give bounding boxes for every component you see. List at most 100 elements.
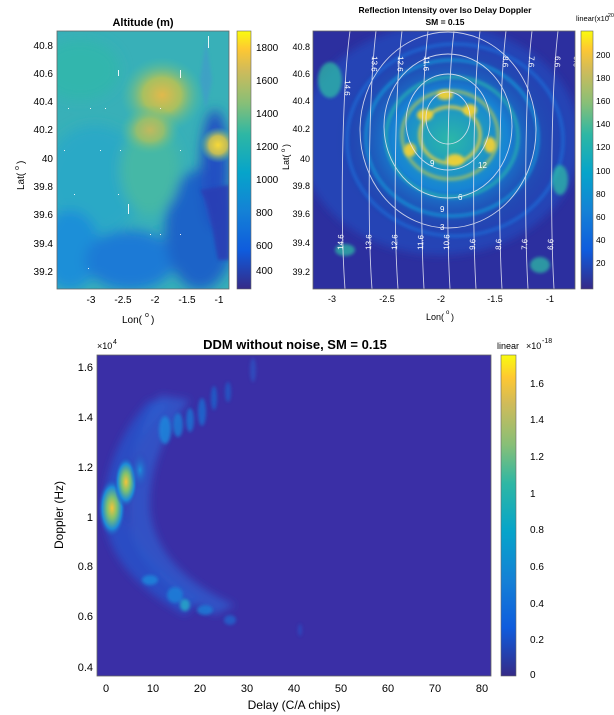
- ddm-xtick: 0: [103, 683, 109, 695]
- reflection-ylabel-close: ): [281, 144, 291, 147]
- reflection-xlabel-text: Lon(: [426, 312, 444, 322]
- altitude-cbar-tick: 1600: [256, 76, 279, 87]
- reflection-cbar-label-exp: -20: [606, 13, 614, 19]
- contour-label: 9.6: [468, 238, 477, 250]
- ddm-colorbar: [500, 354, 517, 677]
- altitude-xlabel-close: ): [151, 315, 154, 326]
- altitude-ytick: 40.4: [34, 97, 54, 108]
- contour-label: 10.6: [442, 234, 452, 250]
- ddm-cbar-label-text: linear: [497, 341, 519, 351]
- ddm-cbar-label-exp-base: ×10: [526, 341, 541, 351]
- reflection-ytick: 40.6: [292, 69, 310, 79]
- ddm-xtick: 30: [241, 683, 253, 695]
- ddm-xtick: 70: [429, 683, 441, 695]
- ddm-colorbar-ticks: 1.6 1.4 1.2 1 0.8 0.6 0.4 0.2 0: [530, 379, 544, 681]
- reflection-xlabel-close: ): [451, 312, 454, 322]
- reflection-cbar-tick: 60: [596, 212, 606, 222]
- altitude-ytick: 39.2: [34, 267, 54, 278]
- contour-label: 8.6: [501, 56, 510, 68]
- contour-label: 5.6: [572, 56, 581, 68]
- altitude-xlabel: Lon( o ): [122, 312, 154, 326]
- reflection-cbar-tick: 200: [596, 50, 610, 60]
- ddm-xtick: 40: [288, 683, 300, 695]
- contour-label: 6: [458, 193, 463, 202]
- ddm-panel: DDM without noise, SM = 0.15 ×10 4: [52, 337, 552, 712]
- altitude-colorbar: [236, 30, 252, 290]
- contour-label: 14.6: [342, 80, 352, 96]
- ddm-cbar-tick: 0.6: [530, 562, 544, 573]
- ddm-ytick: 1: [87, 512, 93, 524]
- altitude-heatmap: [57, 31, 229, 289]
- ddm-ytick: 1.6: [78, 362, 93, 374]
- contour-label: 7.6: [520, 238, 529, 250]
- reflection-xtick: -1.5: [487, 294, 503, 304]
- reflection-contour-labels: 14.6 13.6 12.6 11.6 10.6 9.6 8.6 7.6 6.6…: [336, 56, 581, 250]
- ddm-ytick: 0.8: [78, 561, 93, 573]
- ddm-cbar-tick: 1: [530, 489, 536, 500]
- contour-label: 3: [440, 223, 445, 232]
- contour-label: 8.6: [494, 238, 503, 250]
- reflection-cbar-tick: 80: [596, 189, 606, 199]
- altitude-ytick: 39.8: [34, 182, 54, 193]
- reflection-ytick: 40.8: [292, 42, 310, 52]
- altitude-xtick: -2.5: [114, 295, 132, 306]
- altitude-ytick: 39.4: [34, 239, 54, 250]
- altitude-ytick: 40.8: [34, 41, 54, 52]
- ddm-y-exponent-base: ×10: [97, 341, 112, 351]
- reflection-cbar-tick: 120: [596, 142, 610, 152]
- ddm-cbar-tick: 1.2: [530, 452, 544, 463]
- reflection-xlabel-degree: o: [446, 310, 450, 316]
- reflection-cbar-tick: 40: [596, 235, 606, 245]
- altitude-ytick: 39.6: [34, 210, 54, 221]
- contour-label: 11.6: [416, 234, 426, 250]
- ddm-cbar-tick: 0: [530, 670, 536, 681]
- ddm-xtick: 10: [147, 683, 159, 695]
- contour-label: 12.6: [390, 234, 400, 250]
- reflection-cbar-tick: 100: [596, 166, 610, 176]
- reflection-ylabel-degree: o: [281, 148, 287, 152]
- reflection-cbar-tick: 140: [596, 119, 610, 129]
- altitude-xlabel-text: Lon(: [122, 315, 143, 326]
- ddm-xtick: 60: [382, 683, 394, 695]
- contour-label: 7.6: [527, 56, 536, 68]
- ddm-ytick: 1.4: [78, 412, 93, 424]
- reflection-colorbar-ticks: 200 180 160 140 120 100 80 60 40 20: [596, 50, 610, 268]
- altitude-xtick: -1: [215, 295, 224, 306]
- reflection-heatmap: 14.6 13.6 12.6 11.6 10.6 9.6 8.6 7.6 6.6…: [313, 31, 581, 289]
- contour-label: 11.6: [421, 56, 431, 72]
- altitude-ytick: 40: [42, 154, 54, 165]
- altitude-xtick: -2: [151, 295, 160, 306]
- reflection-xtick: -2: [437, 294, 445, 304]
- ddm-xtick: 80: [476, 683, 488, 695]
- ddm-cbar-tick: 1.6: [530, 379, 544, 390]
- contour-label: 9: [440, 205, 445, 214]
- ddm-y-ticks: 1.6 1.4 1.2 1 0.8 0.6 0.4: [78, 362, 93, 674]
- ddm-xtick: 20: [194, 683, 206, 695]
- reflection-ytick: 40.4: [292, 96, 310, 106]
- altitude-ylabel: Lat( o ): [14, 161, 27, 190]
- ddm-cbar-tick: 0.4: [530, 599, 544, 610]
- ddm-x-ticks: 0 10 20 30 40 50 60 70 80: [103, 683, 488, 695]
- ddm-cbar-tick: 0.8: [530, 525, 544, 536]
- reflection-cbar-tick: 20: [596, 258, 606, 268]
- ddm-axes-box: [96, 354, 492, 677]
- ddm-xlabel: Delay (C/A chips): [248, 698, 341, 712]
- altitude-ytick: 40.6: [34, 69, 54, 80]
- altitude-colorbar-ticks: 1800 1600 1400 1200 1000 800 600 400: [256, 43, 279, 277]
- altitude-ylabel-close: ): [16, 161, 27, 164]
- reflection-ylabel: Lat( o ): [281, 144, 291, 170]
- reflection-contours: [341, 31, 559, 289]
- altitude-cbar-tick: 800: [256, 208, 273, 219]
- ddm-y-exponent: ×10 4: [97, 339, 117, 351]
- reflection-panel: Reflection Intensity over Iso Delay Dopp…: [281, 5, 614, 322]
- ddm-y-exponent-power: 4: [113, 339, 117, 346]
- ddm-ytick: 0.4: [78, 662, 93, 674]
- altitude-title: Altitude (m): [112, 17, 173, 29]
- altitude-ylabel-text: Lat(: [16, 172, 27, 190]
- reflection-ytick: 39.2: [292, 267, 310, 277]
- reflection-ytick: 40: [300, 154, 310, 164]
- reflection-y-ticks: 40.8 40.6 40.4 40.2 40 39.8 39.6 39.4 39…: [292, 42, 310, 277]
- ddm-ytick: 1.2: [78, 462, 93, 474]
- reflection-title-line2: SM = 0.15: [426, 17, 465, 27]
